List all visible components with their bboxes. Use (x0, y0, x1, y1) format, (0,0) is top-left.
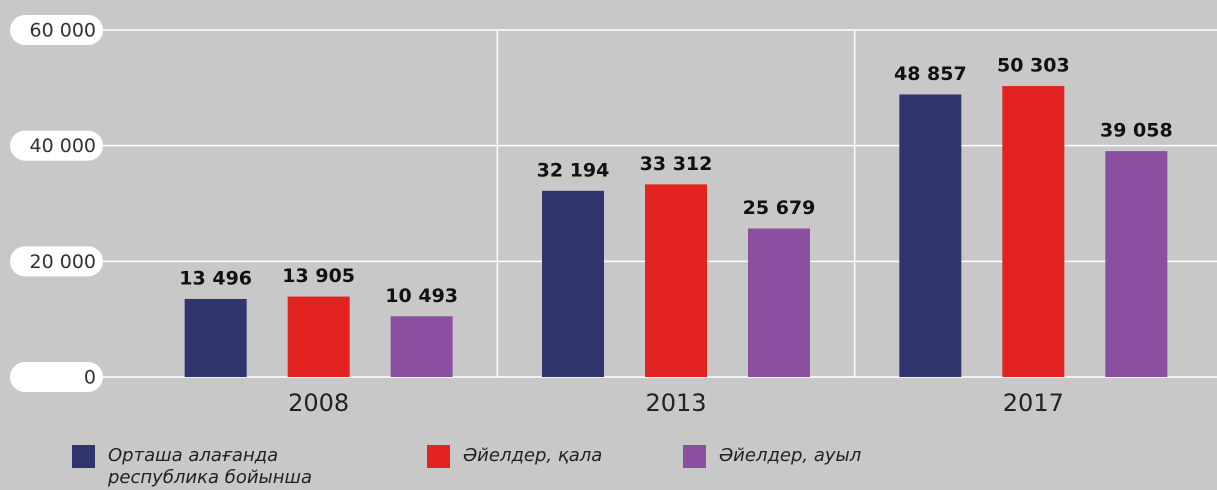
bar (390, 316, 453, 377)
legend-item: Әйелдер, ауыл (683, 445, 983, 468)
y-tick-pill (10, 15, 103, 45)
y-tick-pill (10, 362, 103, 392)
bar (184, 298, 247, 377)
legend-item: Әйелдер, қала (427, 445, 627, 468)
value-label: 33 312 (640, 153, 713, 175)
legend-label: Әйелдер, ауыл (719, 445, 862, 466)
x-tick-label: 2017 (1003, 389, 1064, 417)
bar (899, 94, 962, 378)
value-label: 13 905 (282, 265, 355, 287)
value-label: 13 496 (179, 267, 252, 289)
legend-item: Орташа алағанда республика бойынша (72, 445, 392, 489)
legend-label: Әйелдер, қала (463, 445, 603, 466)
y-tick-label: 20 000 (30, 251, 96, 273)
x-tick-label: 2008 (288, 389, 349, 417)
legend-swatch (683, 445, 706, 468)
bar (542, 190, 604, 377)
legend-swatch (427, 445, 450, 468)
y-tick-label: 60 000 (30, 20, 96, 42)
bar (1105, 151, 1168, 377)
legend-label: Орташа алағанда республика бойынша (108, 445, 313, 488)
chart: 0 20 000 40 000 60 000 2008 13 496 13 905 10 49… (10, 15, 1217, 417)
x-tick-label: 2013 (645, 389, 706, 417)
y-tick-pill (10, 246, 103, 277)
value-label: 39 058 (1100, 120, 1173, 142)
bar (748, 228, 810, 377)
y-tick-label: 40 000 (30, 135, 96, 157)
bar (1002, 86, 1065, 377)
value-label: 50 303 (997, 55, 1070, 77)
value-label: 10 493 (385, 285, 458, 307)
bar (287, 296, 350, 377)
value-label: 32 194 (537, 159, 610, 181)
value-label: 48 857 (894, 63, 967, 85)
legend-swatch (72, 445, 95, 468)
y-tick-pill (10, 130, 103, 161)
value-label: 25 679 (743, 197, 816, 219)
bar (645, 184, 707, 377)
y-tick-label: 0 (84, 367, 96, 389)
